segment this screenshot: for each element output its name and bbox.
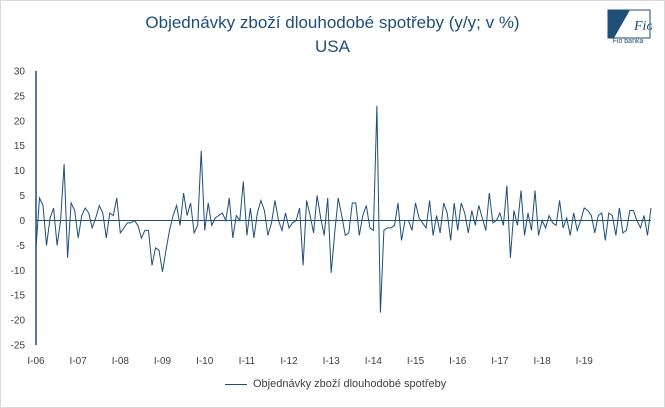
legend: Objednávky zboží dlouhodobé spotřeby: [225, 378, 446, 390]
x-tick-label: I-07: [70, 356, 88, 367]
x-axis-ticks: I-06 I-07 I-08 I-09 I-10 I-11 I-12 I-13 I-14 I-15…: [27, 356, 593, 367]
x-tick-label: I-17: [491, 356, 509, 367]
y-tick-label: 15: [14, 141, 26, 152]
y-tick-label: -25: [11, 341, 26, 352]
y-tick-label: 20: [14, 116, 26, 127]
y-axis-ticks: 30 25 20 15 10 5 0 -5 -10 -15 -20 -25: [11, 67, 26, 352]
x-tick-label: I-11: [239, 356, 256, 367]
y-tick-label: -10: [11, 266, 26, 277]
x-tick-label: I-14: [365, 356, 383, 367]
y-tick-label: -20: [11, 316, 26, 327]
x-tick-label: I-13: [323, 356, 341, 367]
y-tick-label: 25: [14, 91, 26, 102]
y-tick-label: 5: [19, 191, 25, 202]
x-tick-label: I-09: [154, 356, 172, 367]
legend-label: Objednávky zboží dlouhodobé spotřeby: [253, 378, 447, 390]
legend-line-swatch: [225, 383, 247, 385]
x-tick-label: I-12: [280, 356, 298, 367]
x-tick-label: I-15: [407, 356, 425, 367]
chart-title: Objednávky zboží dlouhodobé spotřeby (y/…: [145, 13, 520, 32]
fio-logo-icon: Fio: [607, 9, 652, 39]
svg-text:Fio: Fio: [633, 19, 652, 34]
y-tick-label: 0: [19, 216, 25, 227]
logo-text: Fio banka: [612, 38, 644, 45]
x-tick-label: I-16: [449, 356, 467, 367]
series-line: [35, 105, 652, 313]
chart-subtitle: USA: [315, 37, 350, 56]
y-tick-label: 30: [14, 67, 26, 78]
y-tick-label: 10: [14, 166, 26, 177]
x-tick-label: I-18: [533, 356, 551, 367]
x-tick-label: I-08: [112, 356, 130, 367]
x-tick-label: I-06: [27, 356, 45, 367]
x-tick-label: I-10: [196, 356, 214, 367]
y-tick-label: -15: [11, 291, 26, 302]
y-tick-label: -5: [16, 241, 25, 252]
x-tick-label: I-19: [576, 356, 594, 367]
